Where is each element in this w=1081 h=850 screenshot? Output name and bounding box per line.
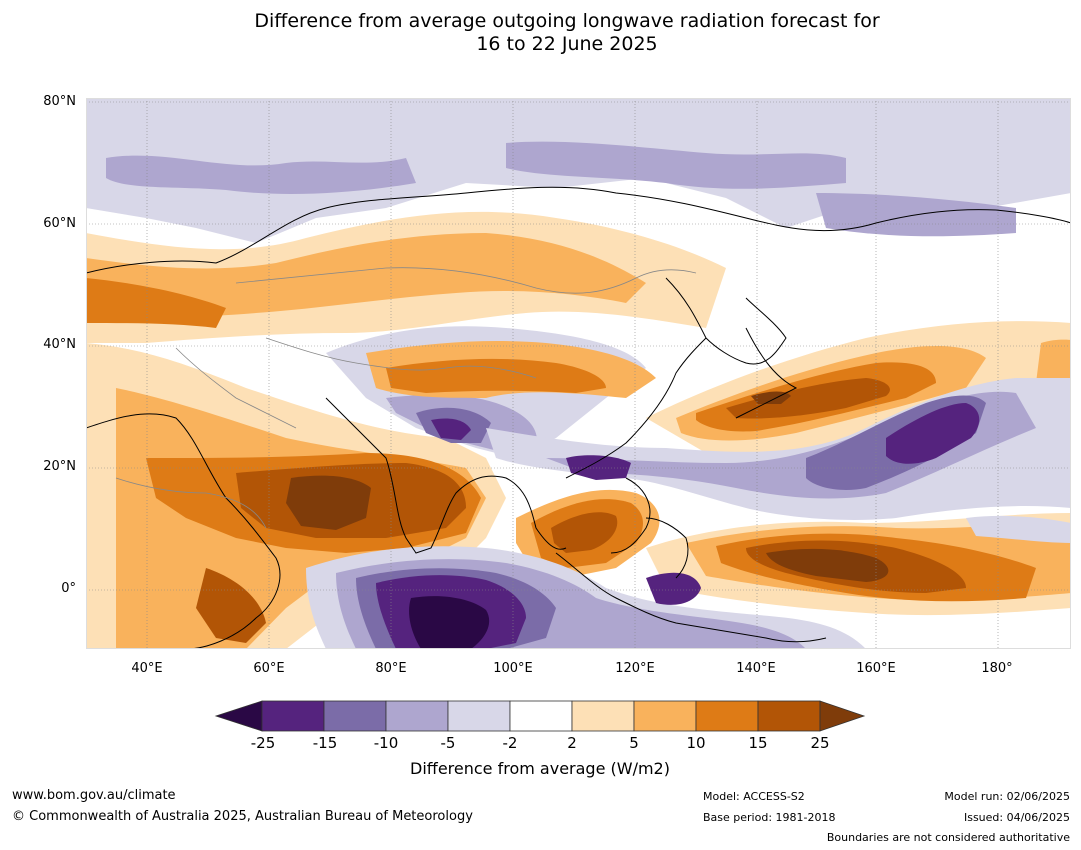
tick-label: 25 [810,734,830,752]
colorbar-bin [323,700,387,732]
footer-disclaimer: Boundaries are not considered authoritat… [826,831,1070,844]
colorbar-min-extension [214,700,263,732]
colorbar-bin [509,700,573,732]
central-asia-positive-anomaly [86,211,726,343]
maritime-positive-anomaly [516,489,660,578]
coastlines [86,186,1071,649]
lat-label-0: 0° [61,581,76,596]
equatorial-pacific-positive-anomaly [646,513,1071,616]
colorbar-title: Difference from average (W/m2) [410,759,670,778]
china-positive-anomaly [366,341,656,398]
tick-label: -5 [440,734,456,752]
indian-ocean-negative-anomaly [306,546,866,649]
graticule [86,98,1071,649]
lon-label-120e: 120°E [615,661,655,676]
colorbar-bin [757,700,821,732]
footer-copyright: © Commonwealth of Australia 2025, Austra… [12,809,473,824]
footer-url[interactable]: www.bom.gov.au/climate [12,788,176,803]
map-title: Difference from average outgoing longwav… [0,10,1081,56]
title-line-2: 16 to 22 June 2025 [476,33,658,55]
footer-model: Model: ACCESS-S2 [703,790,805,803]
map-frame [86,98,1071,649]
tick-label: 15 [748,734,768,752]
tick-label: 5 [629,734,639,752]
tick-label: -10 [373,734,399,752]
olr-anomaly-map [86,98,1071,649]
lon-label-140e: 140°E [736,661,776,676]
lon-label-60e: 60°E [253,661,285,676]
lat-label-80n: 80°N [43,94,76,109]
colorbar-bin [447,700,511,732]
colorbar-bin [261,700,325,732]
colorbar-bin [633,700,697,732]
title-line-1: Difference from average outgoing longwav… [254,10,880,32]
footer-issued: Issued: 04/06/2025 [963,811,1070,824]
lon-label-80e: 80°E [375,661,407,676]
lat-label-40n: 40°N [43,337,76,352]
lon-label-100e: 100°E [493,661,533,676]
lat-label-20n: 20°N [43,459,76,474]
tick-label: 10 [686,734,706,752]
tick-label: 2 [567,734,577,752]
footer-base-period: Base period: 1981-2018 [703,811,836,824]
tick-label: -25 [250,734,276,752]
colorbar-max-extension [819,700,866,732]
colorbar-bin [571,700,635,732]
lon-label-160e: 160°E [856,661,896,676]
map-canvas [86,98,1071,649]
colorbar-bin [385,700,449,732]
tropical-pacific-negative-anomaly [486,378,1071,520]
tick-label: -15 [312,734,338,752]
lat-label-60n: 60°N [43,216,76,231]
country-borders [115,267,697,529]
lon-label-180: 180° [981,661,1013,676]
lon-label-40e: 40°E [131,661,163,676]
footer-model-run: Model run: 02/06/2025 [944,790,1070,803]
colorbar-bin [695,700,759,732]
tick-label: -2 [502,734,518,752]
colorbar [214,700,866,732]
